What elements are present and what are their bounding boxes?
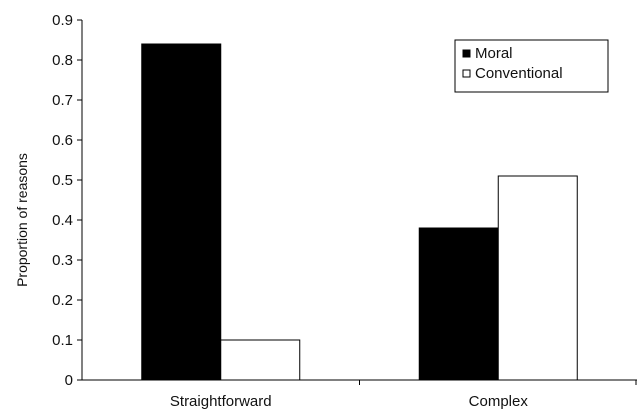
bars	[141, 43, 578, 381]
y-tick-label: 0.4	[52, 212, 73, 229]
y-axis-title: Proportion of reasons	[14, 153, 30, 287]
bar-conventional-straightforward	[220, 339, 301, 381]
y-tick-label: 0.3	[52, 252, 73, 269]
legend-box	[454, 39, 609, 93]
legend-label-conventional: Conventional	[475, 65, 563, 82]
axis-labels: 0 0.1 0.2 0.3 0.4 0.5 0.6 0.7 0.8 0.9 Straightforw…	[52, 12, 528, 410]
y-tick-label: 0.7	[52, 92, 73, 109]
legend-swatch-moral	[462, 49, 471, 58]
legend: Moral Conventional	[454, 39, 609, 93]
y-tick-label: 0.1	[52, 332, 73, 349]
legend-label-moral: Moral	[475, 45, 513, 62]
y-tick-label: 0	[65, 372, 73, 389]
y-tick-label: 0.8	[52, 52, 73, 69]
y-tick-label: 0.9	[52, 12, 73, 29]
legend-swatch-conventional	[462, 69, 471, 78]
y-tick-label: 0.6	[52, 132, 73, 149]
y-tick-label: 0.2	[52, 292, 73, 309]
x-category-label: Complex	[469, 393, 529, 410]
bar-moral-straightforward	[141, 43, 222, 381]
bar-moral-complex	[418, 227, 499, 381]
y-tick-label: 0.5	[52, 172, 73, 189]
bar-conventional-complex	[497, 175, 578, 381]
x-category-label: Straightforward	[170, 393, 272, 410]
